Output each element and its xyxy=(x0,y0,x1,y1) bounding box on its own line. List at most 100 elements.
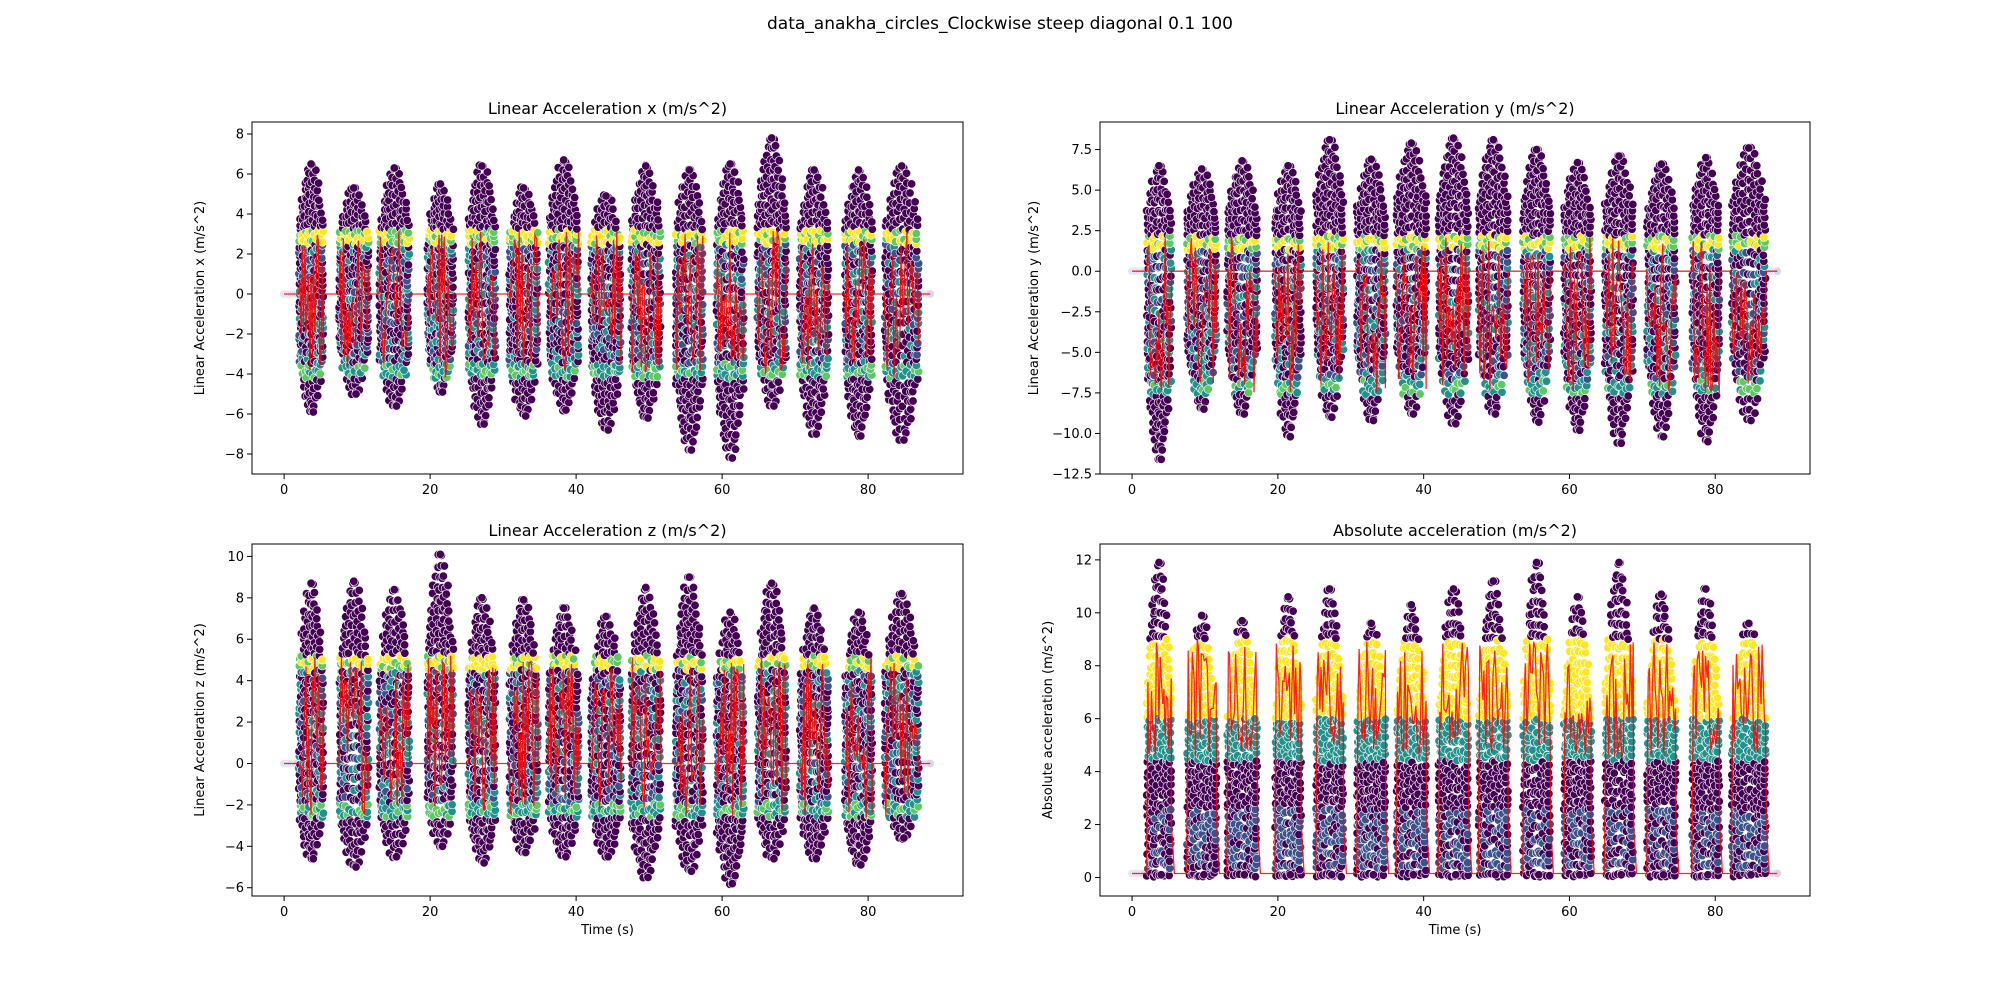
data-point xyxy=(1165,206,1175,216)
data-point xyxy=(695,396,705,406)
data-point xyxy=(564,162,574,172)
data-point xyxy=(737,214,747,224)
data-point xyxy=(725,159,735,169)
data-point xyxy=(899,435,909,445)
data-point xyxy=(739,255,749,265)
data-point xyxy=(653,215,663,225)
data-point xyxy=(652,197,662,207)
data-point xyxy=(867,217,877,227)
data-point xyxy=(314,195,324,205)
data-point xyxy=(910,197,920,207)
panel-linear-acceleration-y: 0 20 40 60 80 −12.5 −10.0 −7.5 −5.0 −2.5 0.0 2.5 5.0… xyxy=(1000,0,2000,500)
data-point xyxy=(488,204,498,214)
data-point xyxy=(313,391,323,401)
data-point xyxy=(727,453,737,463)
y-tick-label: 6 xyxy=(236,168,244,183)
data-point xyxy=(1244,388,1254,398)
data-point xyxy=(559,155,569,165)
data-point xyxy=(734,195,744,205)
data-point xyxy=(905,188,915,198)
scatter-points xyxy=(1127,133,1782,464)
data-point xyxy=(308,407,318,417)
y-tick-label: −6 xyxy=(225,408,244,423)
data-point xyxy=(908,396,918,406)
data-point xyxy=(691,422,701,432)
data-point xyxy=(526,394,536,404)
data-point xyxy=(691,182,701,192)
data-point xyxy=(489,313,499,323)
data-point xyxy=(306,159,316,169)
data-point xyxy=(770,141,780,151)
data-point xyxy=(897,161,907,171)
data-point xyxy=(399,365,409,375)
data-point xyxy=(1199,404,1209,414)
data-point xyxy=(603,425,613,435)
data-point xyxy=(809,165,819,175)
data-point xyxy=(858,173,868,183)
data-point xyxy=(854,165,864,175)
data-point xyxy=(901,168,911,178)
data-point xyxy=(779,307,789,317)
data-point xyxy=(862,182,872,192)
data-point xyxy=(519,183,529,193)
data-point xyxy=(1250,202,1260,212)
data-point xyxy=(694,207,704,217)
data-point xyxy=(1197,164,1207,174)
data-point xyxy=(773,377,783,387)
y-tick-label: 4 xyxy=(236,208,244,223)
data-point xyxy=(484,393,494,403)
data-point xyxy=(733,177,743,187)
data-point xyxy=(906,404,916,414)
data-point xyxy=(391,401,401,411)
data-point xyxy=(389,163,399,173)
data-point xyxy=(821,207,831,217)
data-point xyxy=(817,183,827,193)
y-tick-label: −4 xyxy=(225,368,244,383)
data-point xyxy=(821,371,831,381)
data-point xyxy=(561,405,571,415)
data-point xyxy=(477,161,487,171)
data-point xyxy=(692,412,702,422)
data-point xyxy=(856,431,866,441)
data-point xyxy=(773,165,783,175)
data-point xyxy=(1248,185,1258,195)
data-point xyxy=(1206,192,1216,202)
data-point xyxy=(652,372,662,382)
data-point xyxy=(601,191,611,201)
data-point xyxy=(738,339,748,349)
data-point xyxy=(486,195,496,205)
data-point xyxy=(777,174,787,184)
x-tick-label: 60 xyxy=(714,483,731,498)
data-point xyxy=(479,419,489,429)
data-point xyxy=(1164,404,1174,414)
data-point xyxy=(735,409,745,419)
data-point xyxy=(644,406,654,416)
data-point xyxy=(735,401,745,411)
data-point xyxy=(1159,426,1169,436)
data-point xyxy=(569,373,579,383)
data-point xyxy=(1241,401,1251,411)
y-tick-label: −2 xyxy=(225,328,244,343)
data-point xyxy=(1159,176,1169,186)
data-point xyxy=(648,181,658,191)
data-point xyxy=(357,200,367,210)
data-point xyxy=(612,389,622,399)
data-point xyxy=(564,397,574,407)
data-point xyxy=(777,182,787,192)
data-point xyxy=(481,411,491,421)
x-tick-label: 40 xyxy=(568,483,585,498)
data-point xyxy=(403,260,413,270)
data-point xyxy=(608,204,618,214)
data-point xyxy=(437,387,447,397)
data-point xyxy=(1203,384,1213,394)
data-point xyxy=(648,388,658,398)
data-point xyxy=(864,208,874,218)
x-tick-label: 80 xyxy=(860,483,877,498)
data-point xyxy=(349,183,359,193)
chart-linear-acceleration-y: 0 20 40 60 80−12.5−10.0−7.5−5.0−2.50.02.55.0… xyxy=(1027,99,1811,498)
y-tick-label: 2 xyxy=(236,248,244,263)
data-point xyxy=(315,369,325,379)
x-tick-label: 20 xyxy=(422,483,439,498)
data-point xyxy=(821,253,831,263)
data-point xyxy=(1244,380,1254,390)
